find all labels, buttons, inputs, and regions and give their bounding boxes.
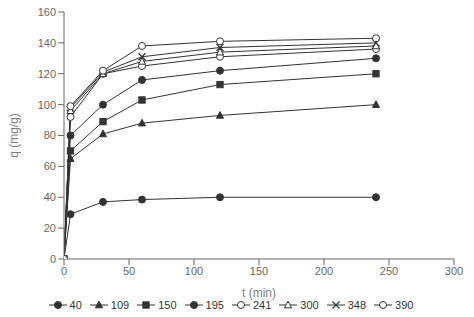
html-text:300: 300 bbox=[300, 299, 319, 311]
svg-text:160: 160 bbox=[38, 6, 56, 18]
html-text:109: 109 bbox=[110, 299, 130, 311]
svg-text:100: 100 bbox=[185, 265, 203, 277]
svg-text:300: 300 bbox=[445, 265, 463, 277]
svg-text:0: 0 bbox=[61, 265, 67, 277]
html-text:348: 348 bbox=[347, 299, 366, 311]
svg-text:200: 200 bbox=[315, 265, 333, 277]
svg-text:40: 40 bbox=[44, 191, 56, 203]
html-text:390: 390 bbox=[395, 299, 414, 311]
svg-text:140: 140 bbox=[38, 37, 56, 49]
svg-text:t (min): t (min) bbox=[242, 286, 276, 300]
svg-text:150: 150 bbox=[250, 265, 268, 277]
svg-text:250: 250 bbox=[380, 265, 398, 277]
svg-text:100: 100 bbox=[38, 99, 56, 111]
svg-text:0: 0 bbox=[50, 253, 56, 265]
svg-text:60: 60 bbox=[44, 160, 56, 172]
html-text:241: 241 bbox=[252, 299, 272, 311]
svg-text:80: 80 bbox=[44, 129, 56, 141]
svg-text:q (mg/g): q (mg/g) bbox=[8, 113, 21, 158]
svg-text:120: 120 bbox=[38, 68, 56, 80]
svg-text:20: 20 bbox=[44, 222, 56, 234]
html-text:195: 195 bbox=[205, 299, 224, 311]
svg-text:50: 50 bbox=[123, 265, 135, 277]
html-text:40: 40 bbox=[69, 299, 82, 311]
html-text:150: 150 bbox=[158, 299, 177, 311]
